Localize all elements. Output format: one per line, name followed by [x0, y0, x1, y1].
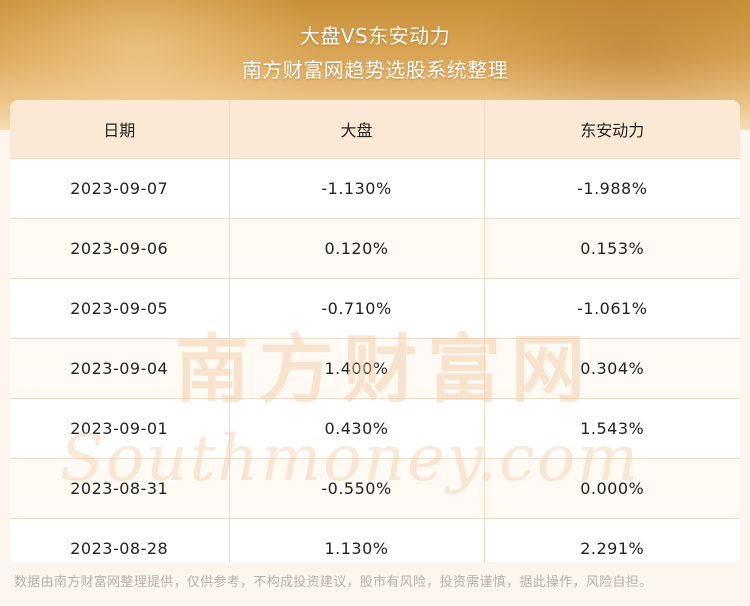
market-change-cell: -0.710%	[229, 278, 485, 339]
date-cell: 2023-09-04	[10, 338, 230, 399]
table-header-row: 日期 大盘 东安动力	[10, 100, 740, 159]
date-cell: 2023-08-28	[10, 518, 230, 562]
stock-change-cell: 0.000%	[484, 458, 740, 519]
date-cell: 2023-09-06	[10, 218, 230, 279]
column-header-date: 日期	[10, 100, 230, 159]
disclaimer-text: 数据由南方财富网整理提供，仅供参考，不构成投资建议，股市有风险，投资需谨慎，据此…	[14, 575, 653, 590]
table-row: 2023-09-06 0.120% 0.153%	[10, 218, 740, 279]
table-row: 2023-09-01 0.430% 1.543%	[10, 398, 740, 459]
market-change-cell: 1.400%	[229, 338, 485, 399]
date-cell: 2023-09-05	[10, 278, 230, 339]
market-change-cell: -0.550%	[229, 458, 485, 519]
stock-change-cell: -1.988%	[484, 158, 740, 219]
table-row: 2023-09-05 -0.710% -1.061%	[10, 278, 740, 339]
page-subtitle: 南方财富网趋势选股系统整理	[241, 58, 509, 82]
date-cell: 2023-09-01	[10, 398, 230, 459]
table-card: 日期 大盘 东安动力 2023-09-07 -1.130% -1.988% 20…	[10, 100, 740, 562]
footer: 数据由南方财富网整理提供，仅供参考，不构成投资建议，股市有风险，投资需谨慎，据此…	[0, 562, 750, 606]
market-change-cell: 0.120%	[229, 218, 485, 279]
date-cell: 2023-08-31	[10, 458, 230, 519]
stock-change-cell: -1.061%	[484, 278, 740, 339]
market-change-cell: 1.130%	[229, 518, 485, 562]
date-cell: 2023-09-07	[10, 158, 230, 219]
stock-change-cell: 1.543%	[484, 398, 740, 459]
column-header-stock: 东安动力	[484, 100, 740, 159]
page-title: 大盘VS东安动力	[299, 24, 451, 48]
table-row: 2023-08-31 -0.550% 0.000%	[10, 458, 740, 519]
stock-change-cell: 2.291%	[484, 518, 740, 562]
market-change-cell: -1.130%	[229, 158, 485, 219]
stock-change-cell: 0.304%	[484, 338, 740, 399]
table-row: 2023-09-04 1.400% 0.304%	[10, 338, 740, 399]
market-change-cell: 0.430%	[229, 398, 485, 459]
table-row: 2023-08-28 1.130% 2.291%	[10, 518, 740, 562]
column-header-market: 大盘	[229, 100, 485, 159]
table-row: 2023-09-07 -1.130% -1.988%	[10, 158, 740, 219]
comparison-table: 日期 大盘 东安动力 2023-09-07 -1.130% -1.988% 20…	[10, 100, 740, 562]
header-banner: 大盘VS东安动力 南方财富网趋势选股系统整理	[0, 0, 750, 130]
stock-change-cell: 0.153%	[484, 218, 740, 279]
